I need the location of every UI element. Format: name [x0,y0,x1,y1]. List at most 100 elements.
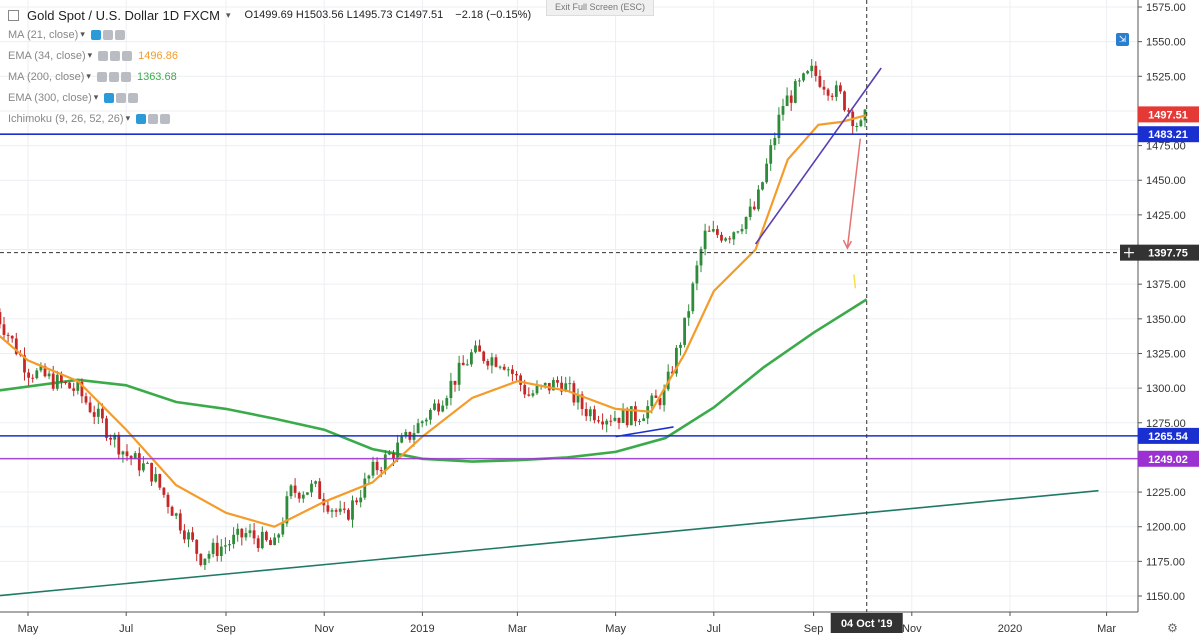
time-tick-label: May [605,623,626,635]
candle-body [404,431,408,437]
candle-body [670,371,674,374]
close-icon[interactable] [120,71,131,82]
candle-body [765,163,769,183]
candle-body [392,453,395,459]
exit-fullscreen-button[interactable]: Exit Full Screen (ESC) [546,0,654,16]
settings-icon[interactable] [148,113,159,124]
indicator-ichimoku[interactable]: Ichimoku (9, 26, 52, 26) ▾ [8,108,531,129]
scroll-to-realtime-icon[interactable]: ⇲ [1116,33,1129,46]
price-tick-label: 1175.00 [1146,556,1185,568]
chevron-down-icon[interactable]: ▾ [86,71,91,81]
candle-body [777,114,781,139]
trendline-may-lows[interactable] [615,426,674,438]
candle-body [830,95,834,97]
indicator-ema300[interactable]: EMA (300, close) ▾ [8,87,531,108]
candle-body [433,403,436,410]
chevron-down-icon[interactable]: ▾ [125,113,131,123]
candle-body [654,395,658,398]
candle-body [588,409,592,417]
candle-body [363,478,367,498]
visibility-icon[interactable] [104,92,115,103]
indicator-ema34[interactable]: EMA (34, close) ▾ 1496.86 [8,45,531,66]
ema34-line[interactable] [0,114,867,528]
candle-body [802,73,805,81]
candle-body [297,492,301,499]
candle-body [23,355,26,373]
trendline-support[interactable] [0,489,1099,597]
indicator-value: 1363.68 [136,70,177,83]
candle-body [60,374,63,383]
price-tag-label: 1265.54 [1148,431,1189,443]
collapse-legend-icon[interactable] [8,9,19,21]
candle-body [445,398,449,406]
candle-body [543,382,547,386]
settings-icon[interactable] [108,71,119,82]
candle-body [638,420,641,422]
candle-body [129,456,133,459]
candle-body [400,436,404,443]
candle-body [597,420,600,422]
candle-body [289,485,293,497]
visibility-icon[interactable] [96,71,107,82]
price-tick-label: 1200.00 [1146,522,1186,534]
chevron-down-icon[interactable]: ▾ [93,92,99,102]
close-icon[interactable] [122,50,133,61]
price-tick-label: 1450.00 [1146,175,1186,187]
candle-body [170,506,174,516]
candle-body [338,508,342,512]
candle-body [285,496,289,524]
candle-body [55,374,59,389]
visibility-icon[interactable] [98,50,109,61]
symbol-name[interactable]: Gold Spot / U.S. Dollar [27,7,159,23]
candle-body [859,120,863,126]
chevron-down-icon[interactable]: ▾ [80,29,85,39]
symbol-interval[interactable]: 1D [162,7,180,23]
candle-body [515,373,518,376]
settings-icon[interactable] [102,29,113,40]
candle-body [818,75,822,87]
price-tag-label: 1497.51 [1148,109,1188,121]
candle-body [236,528,240,535]
indicator-ma200[interactable]: MA (200, close) ▾ 1363.68 [8,66,531,87]
candle-body [0,312,2,325]
candle-body [679,344,682,348]
price-tick-label: 1375.00 [1146,279,1186,291]
projection-arrow[interactable] [846,138,862,249]
trendline-rising[interactable] [754,67,882,245]
candle-body [64,382,67,384]
chevron-down-icon[interactable]: ▾ [87,50,93,60]
time-tick-label: Sep [216,623,236,635]
close-icon[interactable] [114,29,125,40]
candle-body [822,86,826,90]
chevron-down-icon[interactable]: ▾ [225,9,231,20]
candle-body [814,65,818,76]
candle-body [552,380,555,391]
settings-icon[interactable] [116,92,127,103]
ohlc-values: O1499.69 H1503.56 L1495.73 C1497.51 [244,9,444,21]
visibility-icon[interactable] [136,113,147,124]
price-tag-label: 1483.21 [1148,129,1188,141]
visibility-icon[interactable] [90,29,101,40]
candle-body [2,324,6,335]
close-icon[interactable] [160,113,171,124]
candle-body [757,189,760,210]
candle-body [502,366,506,370]
settings-icon[interactable] [110,50,121,61]
symbol-header[interactable]: Gold Spot / U.S. Dollar 1D FXCM ▾ O1499.… [8,6,531,24]
candle-body [96,408,100,417]
candle-body [68,382,72,389]
ma200-line[interactable] [0,298,868,463]
close-icon[interactable] [128,92,139,103]
arrow-head-icon [842,239,853,250]
gear-icon[interactable]: ⚙ [1167,621,1178,635]
candle-body [695,265,699,284]
candle-body [31,377,35,379]
candle-body [568,383,572,385]
candle-body [39,366,43,371]
candle-body [154,474,158,482]
candle-body [781,106,785,115]
indicator-ma21[interactable]: MA (21, close) ▾ [8,24,531,45]
candle-body [224,545,227,547]
